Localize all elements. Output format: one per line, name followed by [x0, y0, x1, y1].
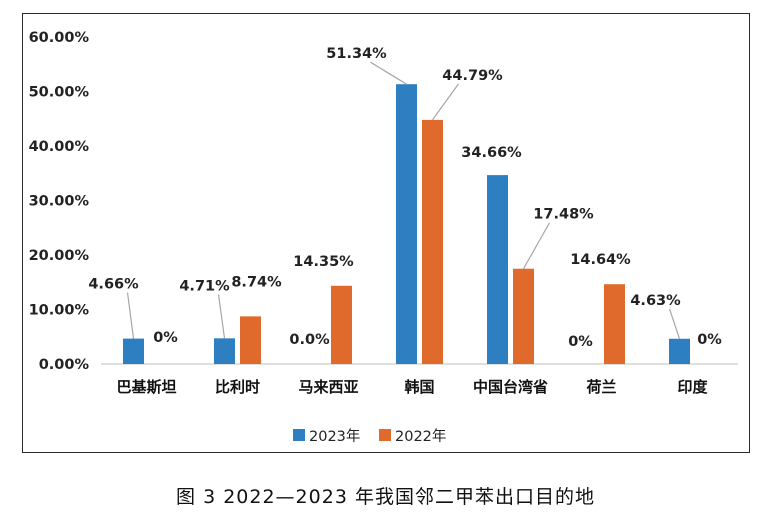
y-tick-label: 60.00% [29, 30, 90, 46]
legend-label: 2022年 [395, 428, 446, 445]
x-tick-label: 比利时 [215, 378, 260, 396]
bar-2023 [123, 338, 144, 364]
legend-swatch [293, 429, 305, 441]
legend-swatch [379, 429, 391, 441]
data-label: 4.66% [88, 277, 139, 293]
data-label: 14.64% [570, 252, 631, 268]
x-tick-label: 马来西亚 [298, 378, 358, 396]
bar-2022 [513, 268, 534, 364]
bar-2023 [396, 84, 417, 365]
data-label: 17.48% [533, 207, 594, 223]
bar-2023 [214, 338, 235, 364]
leader-line [217, 294, 226, 339]
bar-chart: 0.00% 10.00% 20.00% 30.00% 40.00% 50.00% 60.00… [29, 30, 738, 445]
data-label: 0.0% [289, 332, 330, 348]
data-label: 44.79% [442, 68, 503, 84]
y-tick-label: 0.00% [39, 357, 90, 373]
data-label: 0% [697, 332, 722, 348]
y-tick-label: 30.00% [29, 194, 90, 210]
leader-line [432, 83, 459, 121]
y-tick-label: 20.00% [29, 248, 90, 264]
leader-line [370, 61, 407, 85]
x-tick-label: 中国台湾省 [473, 378, 548, 396]
chart-frame: 0.00% 10.00% 20.00% 30.00% 40.00% 50.00% 60.00… [22, 13, 750, 453]
bar-2023 [487, 175, 508, 364]
y-tick-label: 10.00% [29, 303, 90, 319]
x-tick-label: 印度 [677, 378, 708, 396]
x-tick-label: 巴基斯坦 [116, 378, 176, 396]
data-label: 8.74% [231, 274, 282, 290]
data-label: 4.71% [179, 278, 230, 294]
bar-2022 [604, 284, 625, 364]
data-label: 14.35% [293, 254, 354, 270]
data-label: 4.63% [630, 293, 681, 309]
leader-line [522, 222, 551, 270]
data-label: 51.34% [326, 46, 387, 62]
legend-label: 2023年 [309, 428, 360, 445]
leader-line [668, 308, 681, 339]
bar-2023 [669, 338, 690, 364]
data-label: 0% [153, 330, 178, 346]
y-tick-label: 40.00% [29, 139, 90, 155]
bar-2022 [331, 285, 352, 364]
leader-line [126, 292, 135, 339]
data-label: 34.66% [461, 145, 522, 161]
x-tick-label: 韩国 [404, 378, 434, 396]
bar-2022 [240, 316, 261, 364]
figure-caption: 图 3 2022—2023 年我国邻二甲苯出口目的地 [176, 486, 595, 508]
bar-2022 [422, 119, 443, 364]
y-tick-label: 50.00% [29, 85, 90, 101]
data-label: 0% [568, 334, 593, 350]
x-tick-label: 荷兰 [586, 378, 616, 396]
